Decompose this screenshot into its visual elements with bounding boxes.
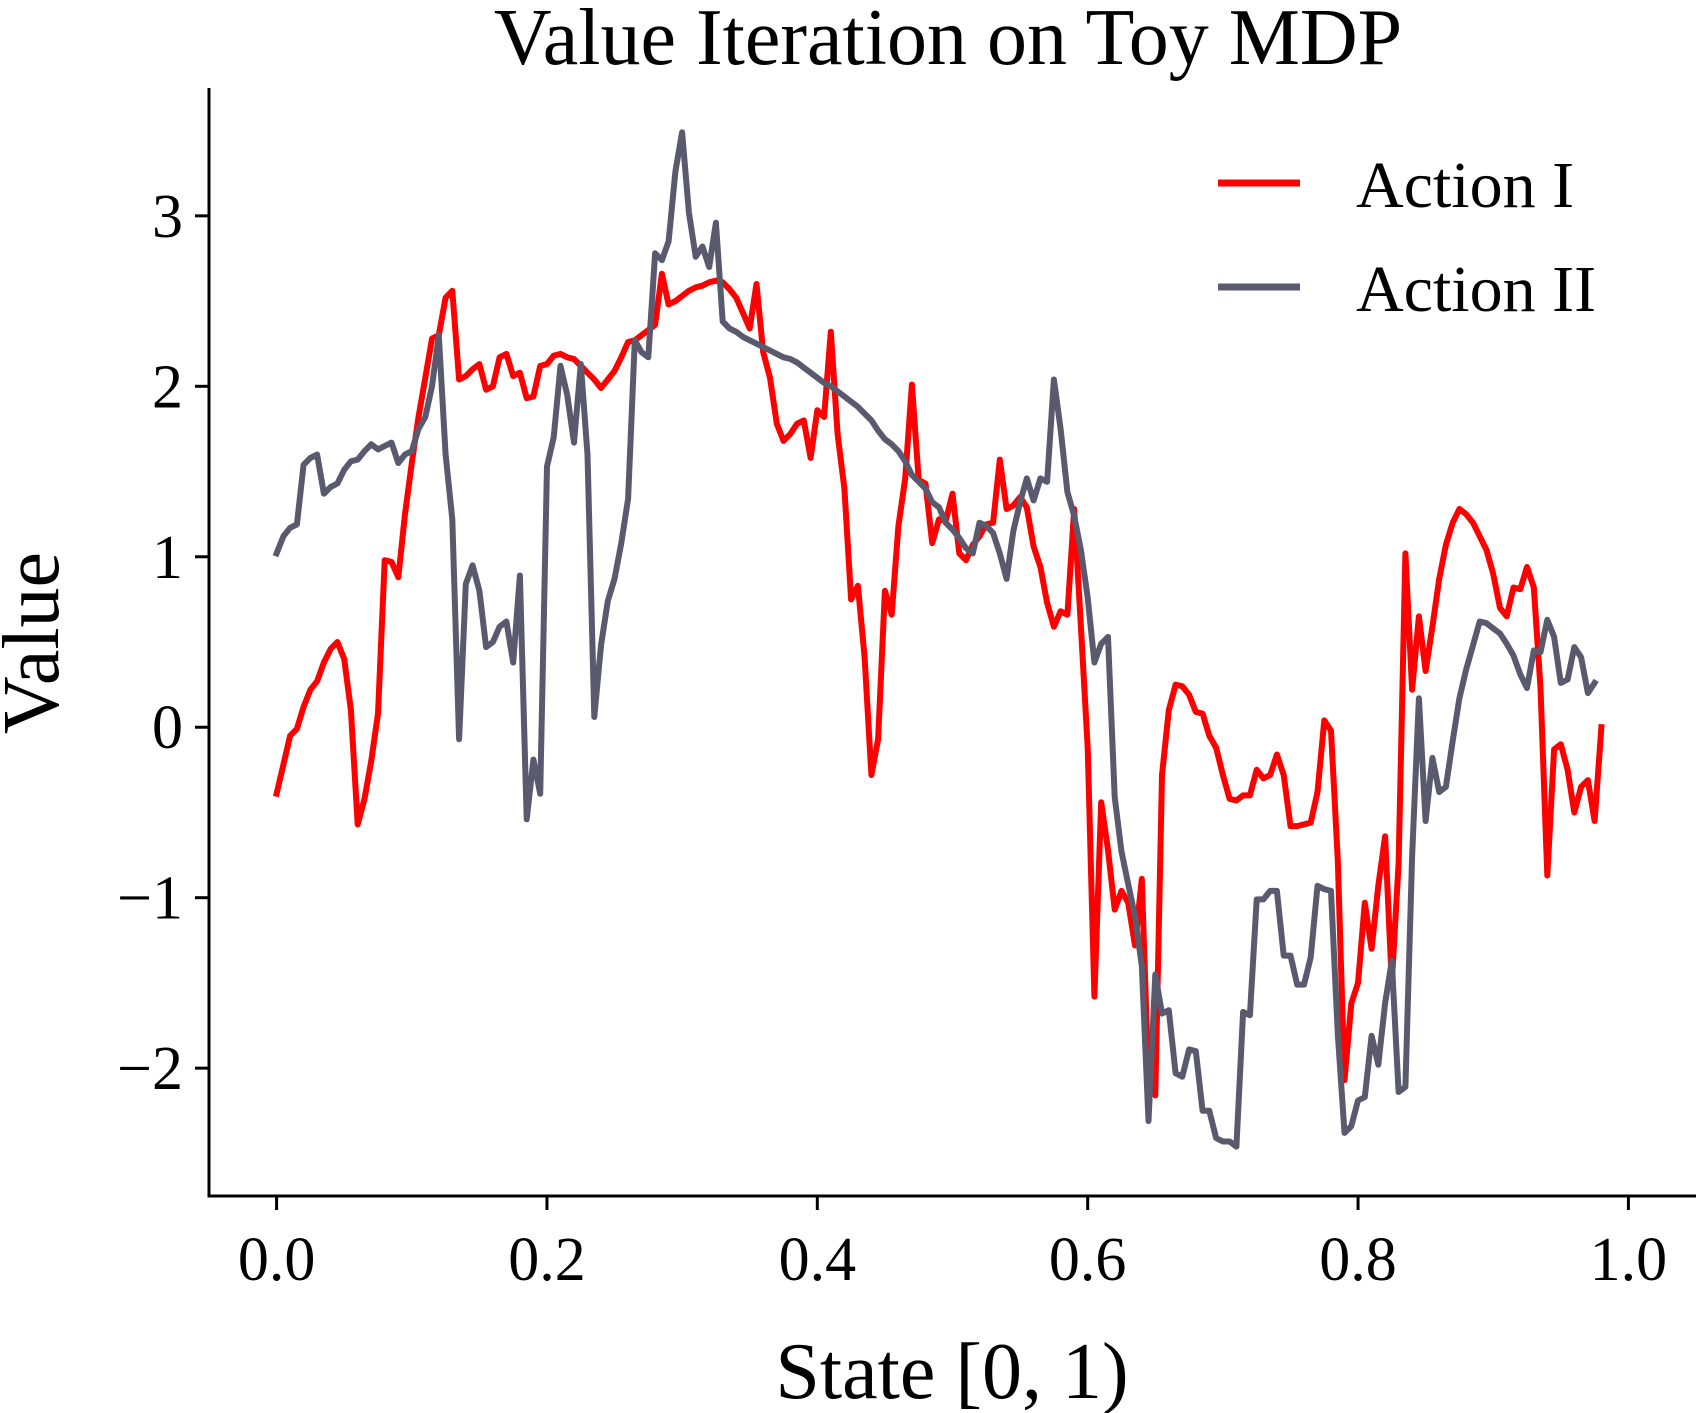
series-line-action-i — [272, 270, 1605, 1099]
y-tick-label: 1 — [152, 524, 183, 592]
y-tick-label: 2 — [152, 353, 183, 421]
x-tick-label: 0.6 — [1049, 1226, 1127, 1294]
x-tick-label: 0.0 — [238, 1226, 316, 1294]
x-tick-label: 0.2 — [508, 1226, 586, 1294]
y-ticks: −2 −1 0 1 2 3 — [117, 183, 209, 1103]
legend: Action I Action II — [1218, 149, 1596, 326]
x-tick-label: 1.0 — [1590, 1226, 1668, 1294]
x-tick-label: 0.8 — [1319, 1226, 1397, 1294]
chart-title: Value Iteration on Toy MDP — [494, 0, 1402, 82]
series-line-action-ii — [272, 129, 1599, 1150]
plot-area — [272, 129, 1605, 1150]
y-tick-label: 0 — [152, 694, 183, 762]
y-axis-label: Value — [0, 552, 76, 734]
x-tick-label: 0.4 — [779, 1226, 857, 1294]
legend-label-action-ii: Action II — [1356, 253, 1596, 326]
x-axis-label: State [0, 1) — [775, 1328, 1128, 1413]
y-tick-label: 3 — [152, 183, 183, 251]
y-tick-label: −2 — [117, 1035, 183, 1103]
x-ticks: 0.0 0.2 0.4 0.6 0.8 1.0 — [238, 1196, 1667, 1294]
y-tick-label: −1 — [117, 865, 183, 933]
legend-label-action-i: Action I — [1356, 149, 1574, 222]
